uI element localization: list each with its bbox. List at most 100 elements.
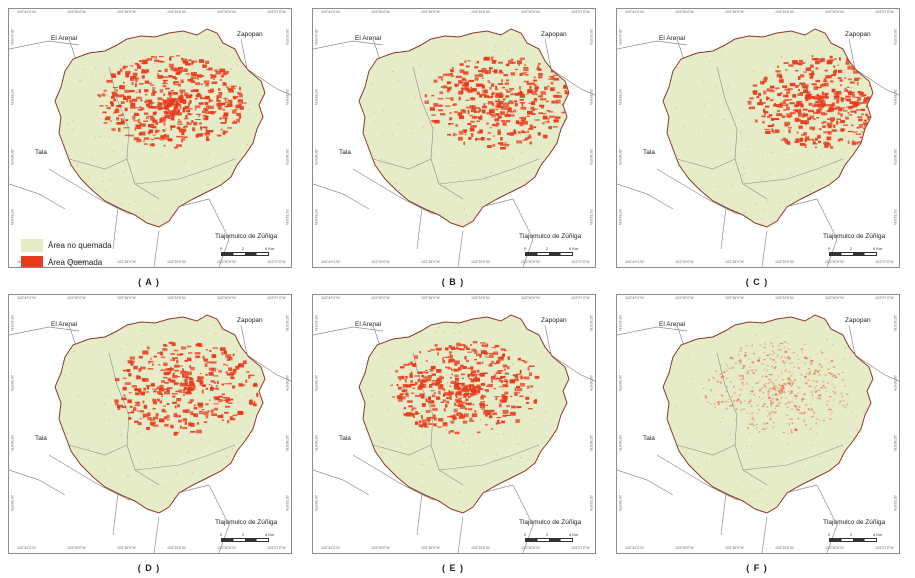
- burn-patch: [425, 398, 428, 403]
- burn-speck: [180, 78, 182, 80]
- burn-patch: [731, 357, 734, 360]
- burn-patch: [800, 138, 803, 143]
- burn-speck: [423, 441, 425, 443]
- burn-patch: [249, 374, 255, 377]
- burn-patch: [517, 131, 521, 134]
- municipal-line: [457, 516, 464, 553]
- burn-patch: [547, 111, 554, 113]
- burn-speck: [253, 481, 255, 483]
- burn-patch: [467, 408, 473, 411]
- burn-patch: [797, 110, 802, 114]
- burn-patch: [450, 97, 454, 101]
- burn-patch: [210, 77, 213, 80]
- burn-patch: [142, 59, 148, 64]
- burn-speck: [782, 130, 784, 132]
- scale-tick: 4 Km: [569, 246, 579, 251]
- burn-patch: [391, 396, 396, 398]
- burn-speck: [785, 332, 787, 334]
- burn-patch: [534, 88, 539, 92]
- burn-patch: [732, 403, 734, 405]
- burn-patch: [705, 397, 708, 399]
- burn-patch: [220, 414, 224, 418]
- burn-speck: [108, 217, 110, 219]
- burn-patch: [787, 378, 790, 380]
- burn-patch: [454, 383, 459, 387]
- burn-patch: [832, 376, 834, 377]
- burn-patch: [485, 423, 488, 426]
- burn-patch: [780, 139, 785, 141]
- burn-patch: [784, 403, 787, 405]
- latitude-label: 20°42'0"N: [618, 29, 622, 45]
- place-label-tlajomulco: Tlajomulco de Zúñiga: [823, 233, 886, 240]
- burn-patch: [471, 348, 476, 352]
- burn-patch: [489, 127, 492, 129]
- burn-patch: [804, 138, 807, 143]
- municipal-line: [208, 484, 230, 553]
- burn-speck: [466, 47, 468, 49]
- burn-patch: [196, 74, 203, 78]
- latitude-label: 20°42'0"N: [285, 29, 289, 45]
- burn-patch: [464, 60, 467, 63]
- burn-patch: [443, 393, 447, 396]
- burn-patch: [538, 73, 543, 76]
- burn-patch: [129, 134, 134, 137]
- scale-tick: 0: [524, 246, 527, 251]
- place-label-tala: Tala: [643, 149, 655, 156]
- burn-patch: [483, 409, 489, 412]
- burn-patch: [120, 101, 125, 105]
- burn-patch: [407, 400, 413, 403]
- longitude-label: 103°30'0"W: [217, 260, 236, 264]
- burn-patch: [235, 365, 240, 370]
- burn-patch: [812, 141, 816, 144]
- burn-patch: [171, 109, 177, 111]
- burn-patch: [178, 66, 183, 70]
- burn-patch: [538, 76, 543, 79]
- burn-patch: [775, 87, 780, 89]
- burn-patch: [764, 343, 766, 345]
- burn-patch: [424, 100, 429, 104]
- burn-speck: [762, 209, 764, 211]
- burn-patch: [140, 107, 145, 110]
- burn-patch: [148, 124, 152, 128]
- burn-patch: [495, 95, 497, 98]
- municipal-line: [544, 38, 595, 96]
- burn-speck: [481, 336, 483, 338]
- burn-patch: [455, 391, 461, 396]
- burn-patch: [465, 386, 469, 390]
- burn-speck: [448, 68, 450, 70]
- burn-patch: [182, 126, 186, 129]
- burn-patch: [139, 391, 142, 395]
- burn-patch: [159, 90, 164, 93]
- longitude-label: 103°42'0"W: [17, 10, 36, 14]
- burn-patch: [455, 396, 458, 398]
- burn-speck: [226, 428, 228, 430]
- burn-patch: [827, 118, 830, 121]
- burn-patch: [833, 392, 836, 395]
- burn-patch: [784, 88, 789, 91]
- burn-patch: [819, 369, 821, 371]
- longitude-label: 103°33'0"W: [167, 296, 186, 300]
- burn-map: [9, 314, 291, 553]
- burn-patch: [725, 378, 729, 379]
- burn-patch: [187, 112, 191, 115]
- burn-patch: [500, 348, 506, 351]
- burn-patch: [425, 371, 429, 374]
- burn-patch: [162, 348, 168, 352]
- burn-patch: [130, 102, 136, 107]
- burn-patch: [228, 398, 234, 401]
- burn-patch: [476, 431, 481, 434]
- burn-patch: [528, 365, 535, 367]
- burn-patch: [502, 364, 508, 368]
- longitude-label: 103°30'0"W: [217, 296, 236, 300]
- longitude-label: 103°36'0"W: [421, 260, 440, 264]
- burn-speck: [459, 178, 461, 180]
- burn-patch: [549, 87, 556, 91]
- burn-speck: [453, 162, 455, 164]
- burn-patch: [106, 107, 111, 110]
- burn-speck: [385, 486, 387, 488]
- burn-patch: [844, 385, 847, 387]
- burn-speck: [128, 203, 130, 205]
- latitude-label: 20°39'0"N: [285, 89, 289, 105]
- burn-speck: [744, 354, 746, 356]
- burn-patch: [857, 82, 859, 86]
